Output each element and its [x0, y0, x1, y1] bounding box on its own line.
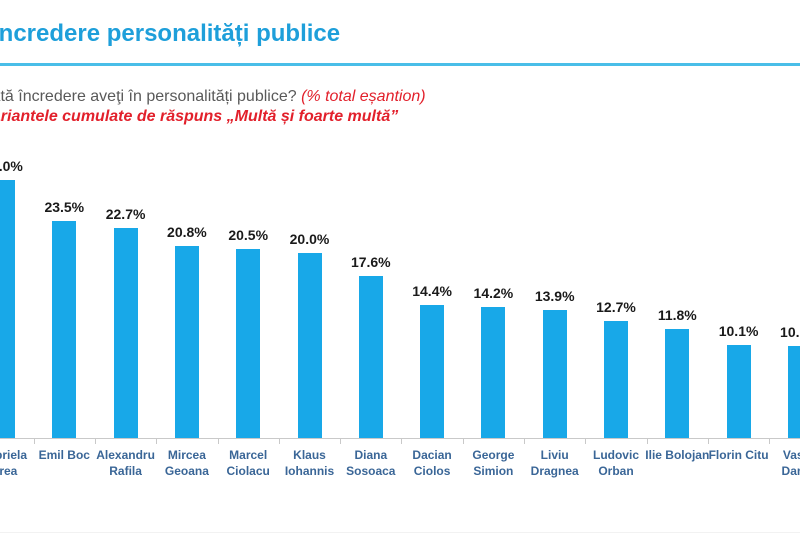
survey-question-text: Câtă încredere aveţi în personalități pu… — [0, 88, 302, 105]
survey-question-note: (% total eșantion) — [301, 88, 426, 105]
bar-value-label: 13.9% — [534, 288, 575, 304]
axis-tick — [94, 439, 96, 444]
title-divider — [0, 63, 800, 66]
axis-tick — [524, 439, 526, 444]
bar-category-label: VasileDancu — [781, 448, 800, 478]
bar — [236, 249, 261, 438]
bar — [297, 253, 322, 438]
bar-category-label: George Simion — [472, 448, 515, 478]
bar-value-label: 22.7% — [105, 206, 146, 222]
bar — [726, 345, 751, 438]
bar-category-label: Alexandru Rafila — [96, 448, 155, 478]
slide-bottom-edge — [0, 532, 800, 533]
bar — [481, 307, 506, 438]
bar — [420, 305, 445, 438]
axis-tick — [585, 439, 587, 444]
bar — [665, 329, 690, 438]
bar-category-label: GabrielaFirea — [0, 448, 28, 478]
bar-chart: 28.0% GabrielaFirea 23.5% Emil Boc 22.7% Alex… — [0, 140, 800, 500]
survey-subtitle: variantele cumulate de răspuns „Multă și… — [0, 108, 399, 125]
bar-value-label: 20.8% — [167, 224, 207, 240]
bar-category-label: Liviu Dragnea — [530, 448, 579, 478]
bar-value-label: 20.0% — [289, 231, 330, 247]
bar-category-label: Marcel Ciolacu — [226, 448, 270, 478]
bar-category-label: Florin Citu — [708, 448, 769, 462]
bar — [174, 246, 199, 438]
bar — [358, 276, 383, 438]
bar-value-label: 28.0% — [0, 158, 23, 174]
axis-tick — [278, 439, 280, 444]
bar-category-label: Diana Sosoaca — [346, 448, 396, 478]
bar — [0, 180, 15, 438]
bar-category-label: Dacian Ciolos — [412, 448, 452, 478]
axis-tick — [707, 439, 709, 444]
bar-value-label: 14.2% — [473, 285, 514, 301]
bar-value-label: 11.8% — [657, 307, 697, 323]
axis-tick — [401, 439, 403, 444]
bar-value-label: 14.4% — [412, 283, 452, 299]
axis-tick — [769, 439, 771, 444]
x-axis-line — [0, 438, 800, 439]
bar-value-label: 12.7% — [596, 299, 636, 315]
page-title: Încredere personalități publice — [0, 20, 341, 47]
bar — [52, 221, 77, 438]
bar — [542, 310, 567, 438]
bar-category-label: Ilie Bolojan — [645, 448, 710, 462]
axis-tick — [33, 439, 35, 444]
survey-question: Câtă încredere aveţi în personalități pu… — [0, 87, 426, 107]
axis-tick — [217, 439, 219, 444]
bar-value-label: 20.5% — [228, 227, 269, 243]
bar-category-label: Emil Boc — [38, 448, 90, 462]
axis-tick — [340, 439, 342, 444]
bar-category-label: Klaus Iohannis — [284, 448, 335, 478]
bar — [787, 346, 800, 438]
bar — [604, 321, 628, 438]
axis-tick — [646, 439, 648, 444]
axis-tick — [156, 439, 158, 444]
bar-value-label: 10.0% — [780, 324, 800, 340]
bar-category-label: Ludovic Orban — [592, 448, 639, 478]
bar-category-label: Mircea Geoana — [164, 448, 209, 478]
bar-value-label: 17.6% — [350, 254, 391, 270]
bar-value-label: 23.5% — [44, 199, 85, 215]
axis-tick — [462, 439, 464, 444]
bar-value-label: 10.1% — [718, 323, 759, 339]
bar — [113, 228, 138, 438]
